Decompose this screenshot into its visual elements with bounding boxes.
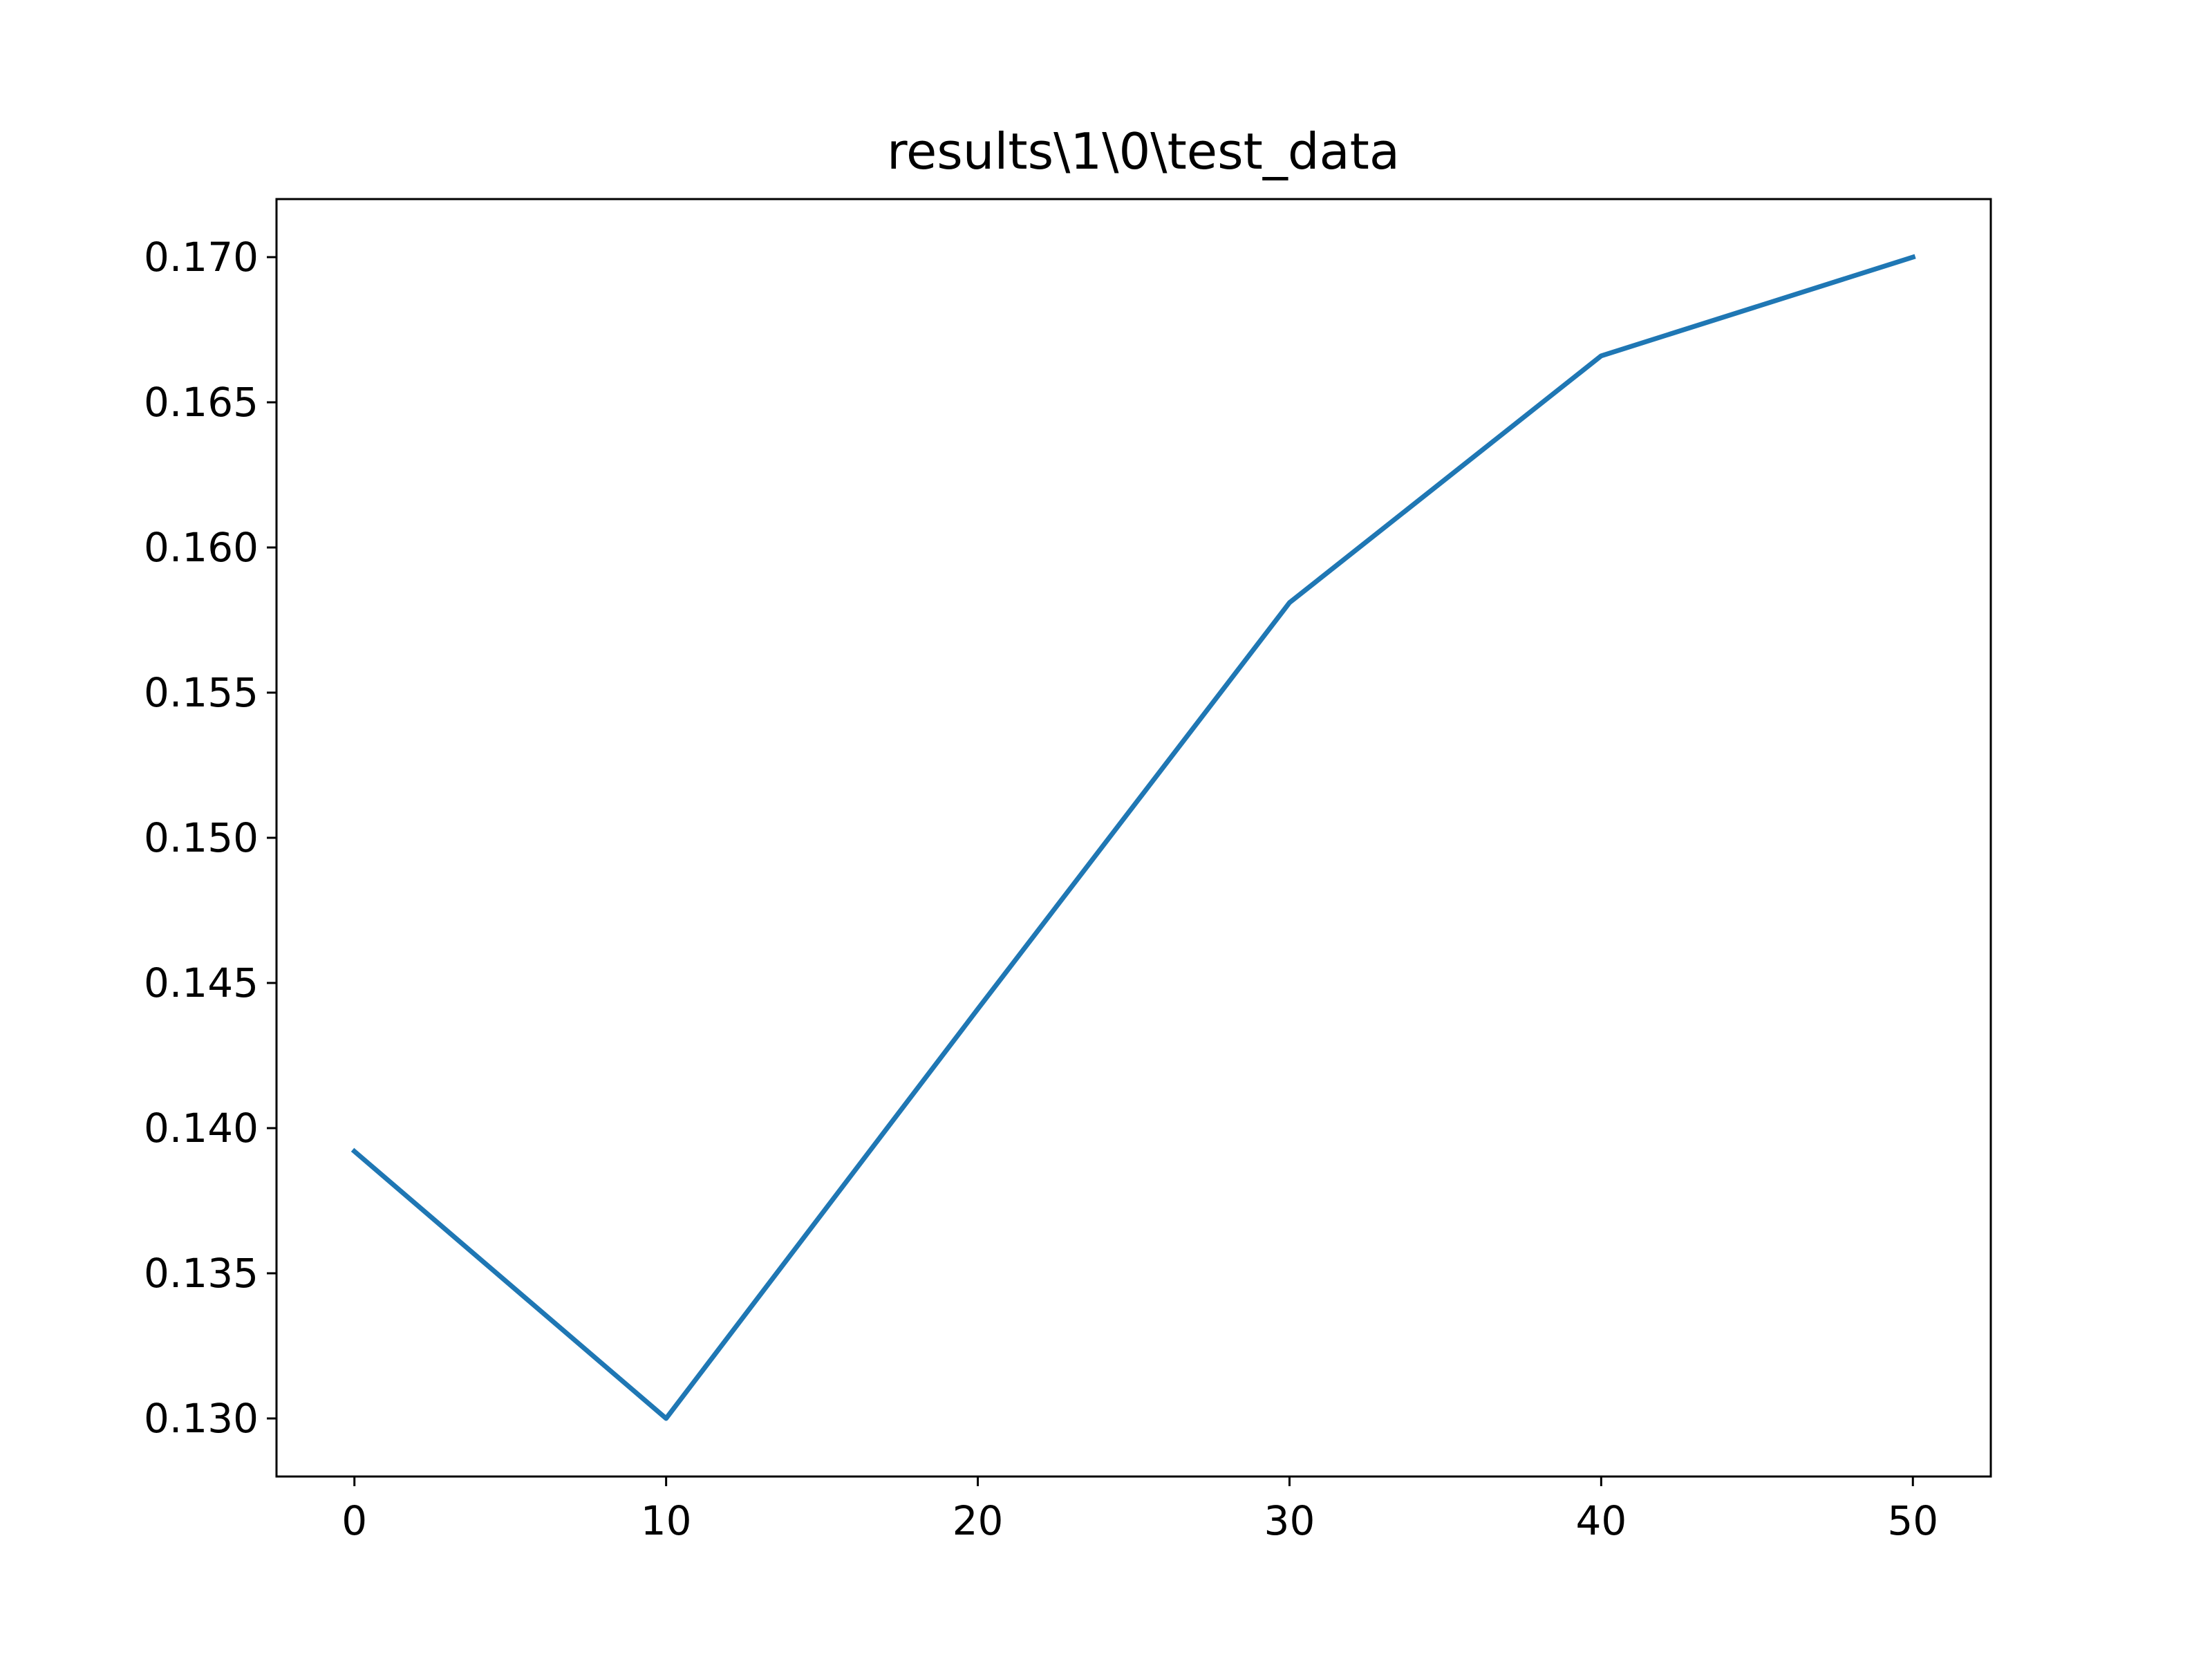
- x-tick-label: 50: [1887, 1497, 1938, 1544]
- chart-title: results\1\0\test_data: [887, 122, 1400, 180]
- x-tick-label: 30: [1264, 1497, 1315, 1544]
- x-tick-label: 20: [953, 1497, 1004, 1544]
- y-tick-label: 0.165: [144, 379, 259, 426]
- y-tick-label: 0.170: [144, 234, 259, 281]
- y-tick-label: 0.140: [144, 1105, 259, 1152]
- y-tick-label: 0.160: [144, 524, 259, 571]
- y-axis: 0.130 0.135 0.140 0.145 0.150 0.155 0.160 0.165…: [144, 234, 276, 1442]
- x-axis: 0 10 20 30 40 50: [341, 1477, 1938, 1544]
- x-tick-label: 0: [341, 1497, 367, 1544]
- series-layer: [350, 254, 1916, 1421]
- x-tick-label: 10: [641, 1497, 692, 1544]
- y-tick-label: 0.135: [144, 1250, 259, 1297]
- x-tick-label: 40: [1575, 1497, 1627, 1544]
- y-tick-label: 0.155: [144, 669, 259, 716]
- y-tick-label: 0.145: [144, 959, 259, 1006]
- plot-area-frame: [275, 198, 1992, 1478]
- series-line: [350, 254, 1916, 1421]
- y-tick-label: 0.130: [144, 1395, 259, 1442]
- y-tick-label: 0.150: [144, 814, 259, 861]
